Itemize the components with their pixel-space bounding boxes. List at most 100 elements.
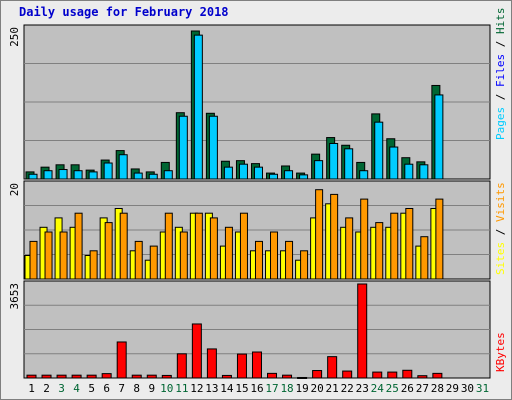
legend-hits: Hits [494, 8, 507, 35]
bar-visits [89, 250, 98, 280]
bar-visits [345, 217, 354, 280]
bar-visits [134, 240, 143, 280]
bar-kbytes [86, 374, 97, 379]
bar-files [133, 172, 143, 180]
bar-files [73, 170, 83, 180]
bar-files [299, 174, 309, 180]
chart-title: Daily usage for February 2018 [19, 5, 229, 19]
legend-separator: / [494, 34, 507, 54]
bar-files [43, 170, 53, 180]
bar-visits [239, 212, 248, 280]
x-tick-label: 4 [73, 382, 80, 395]
bar-visits [375, 222, 384, 280]
bar-visits [119, 212, 128, 280]
x-tick-label: 16 [250, 382, 263, 395]
bar-visits [300, 250, 309, 280]
x-tick-label: 22 [341, 382, 354, 395]
legend-separator: / [494, 222, 507, 242]
bar-files [284, 170, 294, 180]
bar-kbytes [402, 369, 413, 379]
bar-files [374, 121, 384, 180]
x-tick-label: 11 [175, 382, 188, 395]
legend-visits: Visits [494, 182, 507, 222]
bar-kbytes [191, 323, 202, 379]
x-tick-label: 15 [235, 382, 248, 395]
bar-visits [29, 240, 38, 280]
hits-legend: Pages / Files / Hits [494, 8, 507, 141]
bar-visits [360, 198, 369, 280]
bar-kbytes [56, 374, 67, 379]
x-tick-label: 17 [265, 382, 278, 395]
bar-kbytes [221, 374, 232, 379]
bar-kbytes [387, 371, 398, 379]
bar-kbytes [342, 370, 353, 379]
x-tick-label: 29 [446, 382, 459, 395]
x-tick-label: 28 [431, 382, 444, 395]
bar-kbytes [176, 353, 187, 379]
x-tick-label: 9 [148, 382, 155, 395]
x-tick-label: 14 [220, 382, 234, 395]
bar-visits [435, 198, 444, 280]
x-tick-label: 12 [190, 382, 203, 395]
bar-kbytes [131, 374, 142, 379]
bar-visits [74, 212, 83, 280]
x-tick-label: 13 [205, 382, 218, 395]
bar-files [88, 171, 98, 180]
bar-kbytes [101, 373, 112, 379]
bar-kbytes [206, 348, 217, 379]
x-tick-label: 10 [160, 382, 173, 395]
legend-sites: Sites [494, 242, 507, 275]
ymax-label-sites-visits: 20 [8, 183, 21, 196]
bar-visits [315, 189, 324, 280]
bar-kbytes [251, 351, 262, 379]
bar-visits [224, 226, 233, 280]
bar-files [269, 173, 279, 180]
bar-files [103, 162, 113, 180]
bar-visits [254, 240, 263, 280]
bar-files [419, 164, 429, 180]
x-tick-label: 31 [476, 382, 489, 395]
bar-files [434, 94, 444, 180]
bar-files [193, 34, 203, 180]
bar-kbytes [357, 283, 368, 379]
x-tick-label: 27 [416, 382, 429, 395]
legend-files: Files [494, 54, 507, 87]
sites-legend: Sites / Visits [494, 182, 507, 275]
x-tick-label: 1 [28, 382, 35, 395]
bar-visits [179, 231, 188, 280]
bar-files [344, 148, 354, 180]
x-tick-label: 19 [295, 382, 308, 395]
x-tick-label: 18 [280, 382, 293, 395]
x-tick-label: 7 [118, 382, 125, 395]
bar-files [314, 160, 324, 180]
bar-kbytes [372, 371, 383, 379]
kbytes-legend: KBytes [494, 332, 507, 372]
legend-kbytes: KBytes [494, 332, 507, 372]
bar-visits [270, 231, 279, 280]
bar-visits [104, 222, 113, 280]
bar-kbytes [417, 375, 428, 379]
bar-files [58, 169, 68, 180]
x-tick-label: 30 [461, 382, 474, 395]
bar-kbytes [282, 374, 293, 379]
bar-files [163, 170, 173, 180]
legend-pages: Pages [494, 107, 507, 140]
bar-files [208, 115, 218, 180]
bar-files [253, 166, 263, 180]
bar-files [28, 173, 38, 180]
bar-files [404, 163, 414, 180]
bar-files [148, 173, 158, 180]
bar-visits [330, 193, 339, 280]
bar-visits [285, 240, 294, 280]
bar-kbytes [26, 374, 37, 379]
bar-visits [44, 231, 53, 280]
bar-visits [209, 217, 218, 280]
bar-files [359, 170, 369, 180]
bar-visits [149, 245, 158, 280]
bar-visits [194, 212, 203, 280]
bar-files [118, 154, 128, 180]
bar-kbytes [297, 376, 308, 379]
x-tick-label: 26 [401, 382, 414, 395]
legend-separator: / [494, 87, 507, 107]
